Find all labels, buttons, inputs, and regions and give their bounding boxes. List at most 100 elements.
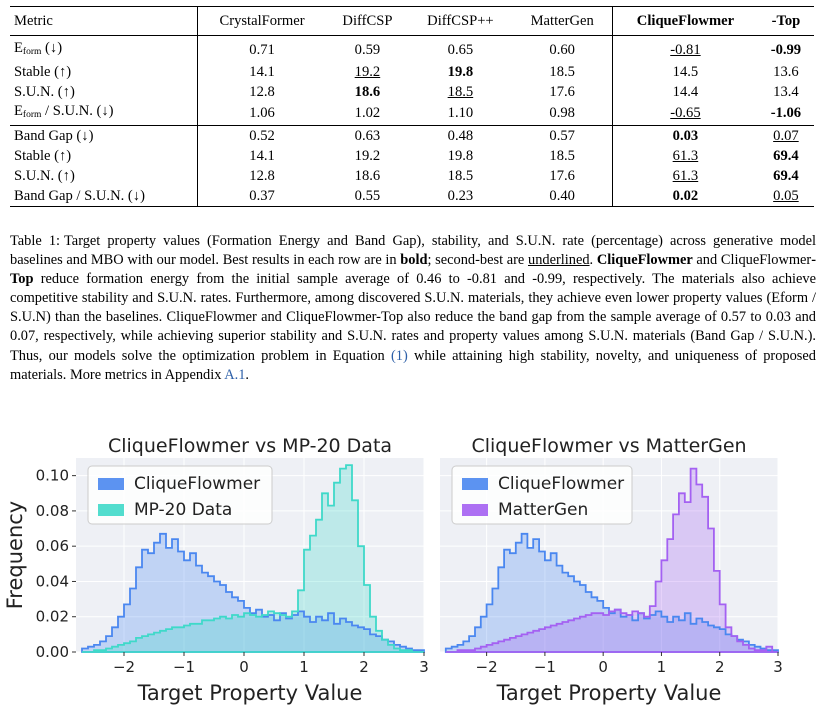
table-cell: 0.65 [447, 42, 474, 58]
legend-label: CliqueFlowmer [134, 474, 260, 494]
caption-label: Table 1: [10, 233, 61, 249]
caption-text: while attaining high stability, novelty,… [10, 347, 816, 383]
table-cell: 12.8 [249, 83, 275, 100]
x-tick-label: 0 [598, 658, 608, 676]
col-header-top: -Top [757, 6, 814, 36]
caption-underlined-word: underlined [528, 252, 590, 269]
series-mp20-fill [82, 465, 424, 652]
table-cell: -0.99 [770, 42, 802, 58]
caption-bold-word: bold [400, 252, 428, 269]
y-tick-label: 0.00 [36, 643, 69, 661]
table-cell: 19.8 [447, 63, 474, 80]
legend-swatch [462, 504, 488, 516]
caption-text: reduce formation energy from the initial… [10, 271, 816, 364]
table-cell: 0.48 [408, 125, 513, 146]
metric-name: Band Gap (↓) [14, 127, 94, 144]
table-cell: 69.4 [773, 147, 799, 164]
table-cell: 19.2 [354, 147, 381, 164]
table-cell: 14.1 [249, 63, 275, 80]
x-tick-label: 2 [359, 658, 369, 676]
legend-swatch [98, 478, 124, 490]
metric-label: Eform / S.U.N. (↓) [10, 102, 198, 126]
series-mattergen-line [445, 467, 778, 653]
table-cell: 0.05 [757, 186, 814, 207]
metric-label: Eform (↓) [10, 35, 198, 62]
y-tick-label: 0.02 [36, 608, 69, 626]
x-tick-label: 1 [657, 658, 667, 676]
table-cell: 19.8 [447, 147, 474, 164]
table-body: Eform (↓) 0.71 0.59 0.65 0.60 -0.81 -0.99 Stabl… [10, 35, 814, 207]
table-cell: 17.6 [512, 166, 614, 186]
table-row: S.U.N. (↑) 12.8 18.6 18.5 17.6 61.3 69.4 [10, 166, 814, 186]
table-cell: 19.2 [354, 63, 381, 80]
legend-box [451, 465, 633, 525]
chart-title: CliqueFlowmer vs MP-20 Data [108, 435, 392, 457]
equation-link[interactable]: (1) [390, 347, 408, 364]
table-cell: 0.03 [612, 125, 758, 146]
histogram-figure: −2 −1 0 1 2 3 Target Property Value 0.00 0.02 0.0… [0, 430, 824, 711]
table-cell: 0.55 [326, 186, 409, 207]
table-cell: 1.02 [354, 105, 381, 121]
metric-label: S.U.N. (↑) [10, 166, 198, 186]
caption-text: and CliqueFlowmer [692, 252, 812, 269]
table-cell: 12.8 [249, 167, 275, 184]
table-cell: -0.81 [670, 42, 701, 58]
table-cell: 0.63 [326, 125, 409, 146]
metric-name: S.U.N. (↑) [14, 83, 75, 100]
metric-label: Stable (↑) [10, 146, 198, 166]
table-cell: 1.10 [447, 105, 474, 121]
col-header-cliqueflowmer: CliqueFlowmer [612, 6, 758, 36]
table-cell: 0.40 [512, 186, 614, 207]
table-cell: 0.07 [757, 125, 814, 146]
caption-text: Target property values (Formation Energy… [10, 233, 816, 269]
table-cell: 0.71 [249, 42, 275, 58]
table-cell: 0.60 [512, 35, 614, 62]
table-cell: 18.5 [447, 167, 474, 184]
x-tick-label: 1 [299, 658, 309, 676]
table-row: Eform (↓) 0.71 0.59 0.65 0.60 -0.81 -0.99 [10, 35, 814, 62]
metric-name: E [14, 103, 23, 119]
metric-suffix: (↓) [41, 40, 63, 56]
caption-text: . [589, 252, 597, 269]
metric-suffix: / S.U.N. (↓) [41, 103, 114, 119]
metric-subscript: form [22, 47, 42, 57]
series-cliqueflowmer-line [81, 532, 425, 653]
table-cell: 14.4 [672, 83, 699, 100]
metric-name: Band Gap / S.U.N. (↓) [14, 187, 145, 204]
caption-top-suffix: -Top [10, 252, 817, 288]
legend-label: MatterGen [498, 500, 588, 520]
col-header-diffcsp: DiffCSP [326, 6, 409, 36]
y-tick-label: 0.10 [36, 467, 69, 485]
metric-name: S.U.N. (↑) [14, 167, 75, 184]
table-cell: 18.5 [447, 83, 474, 100]
x-axis-label: Target Property Value [496, 681, 722, 705]
x-axis-label: Target Property Value [137, 681, 363, 705]
metric-name: Stable (↑) [14, 63, 72, 80]
y-tick-label: 0.04 [36, 572, 69, 590]
appendix-link[interactable]: A.1 [224, 366, 246, 383]
table-cell: -1.06 [770, 105, 802, 121]
col-header-diffcsppp: DiffCSP++ [408, 6, 513, 36]
table-row: S.U.N. (↑) 12.8 18.6 18.5 17.6 14.4 13.4 [10, 82, 814, 102]
x-tick-label: 3 [419, 658, 429, 676]
series-mp20-line [82, 464, 424, 653]
legend-box [87, 465, 273, 525]
table-row: Band Gap / S.U.N. (↓) 0.37 0.55 0.23 0.40 0.0… [10, 186, 814, 207]
table-cell: 13.6 [773, 63, 799, 80]
histogram-svg: −2 −1 0 1 2 3 Target Property Value 0.00 0.02 0.0… [3, 435, 783, 705]
table-row: Stable (↑) 14.1 19.2 19.8 18.5 14.5 13.6 [10, 62, 814, 82]
table-row: Band Gap (↓) 0.52 0.63 0.48 0.57 0.03 0.07 [10, 125, 814, 146]
table-cell: 18.5 [512, 62, 614, 82]
y-axis-label: Frequency [3, 501, 27, 610]
table-cell: 0.37 [197, 186, 327, 207]
table-cell: 61.3 [672, 147, 699, 164]
x-tick-label: −2 [476, 658, 498, 676]
caption-text: ; second-best are [427, 252, 528, 269]
y-tick-label: 0.08 [36, 502, 69, 520]
table-cell: 0.52 [197, 125, 327, 146]
legend-label: CliqueFlowmer [498, 474, 624, 494]
table-row: Stable (↑) 14.1 19.2 19.8 18.5 61.3 69.4 [10, 146, 814, 166]
x-tick-label: −1 [173, 658, 195, 676]
table-cell: 13.4 [773, 83, 799, 100]
series-mattergen-fill [445, 468, 778, 652]
